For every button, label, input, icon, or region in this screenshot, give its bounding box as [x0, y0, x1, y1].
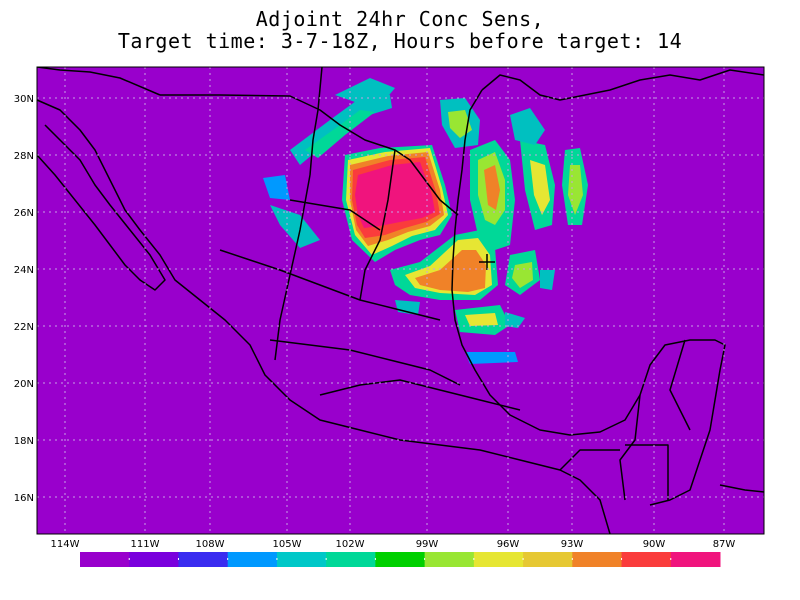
contour-green-east2 [568, 165, 583, 215]
state-border-2 [359, 149, 396, 301]
colorbar-swatch [326, 552, 376, 567]
colorbar-swatch [227, 552, 278, 567]
us-mexico-border [160, 94, 459, 216]
honduras-coast [719, 484, 764, 493]
contour-blue-s4 [465, 352, 518, 364]
guatemala-border [625, 444, 669, 500]
lon-axis: 114W 111W 108W 105W 102W 99W 96W 93W 90W… [51, 539, 736, 550]
lon-label: 96W [497, 539, 520, 550]
colorbar-swatch [80, 552, 130, 567]
colorbar-swatch [473, 552, 524, 567]
colorbar-swatch [276, 552, 327, 567]
lon-label: 93W [561, 539, 584, 550]
title-line-1: Adjoint 24hr Conc Sens, [255, 7, 545, 31]
state-border-1 [309, 67, 323, 176]
us-border-west [37, 67, 161, 96]
yucatan-states [669, 339, 691, 431]
lon-label: 99W [416, 539, 439, 550]
colorbar [80, 552, 721, 567]
colorbar-swatch [572, 552, 623, 567]
lon-label: 114W [51, 539, 80, 550]
lat-label: 20N [14, 379, 34, 390]
state-border-4 [274, 174, 311, 361]
lat-label: 30N [14, 94, 34, 105]
colorbar-swatch [670, 552, 721, 567]
gridlines [37, 67, 764, 534]
contour-orange-coast [484, 165, 500, 210]
contour-cyan-top [335, 78, 395, 102]
title-line-2: Target time: 3-7-18Z, Hours before targe… [117, 29, 683, 53]
contour-cyan-ne [510, 108, 545, 145]
contour-cyan-s5 [505, 312, 525, 328]
contour-cyan-w [270, 205, 320, 248]
contour-orange-south [415, 250, 486, 292]
colorbar-swatch [178, 552, 229, 567]
state-border-6 [269, 339, 461, 386]
lon-label: 102W [336, 539, 365, 550]
contour-teal-nw [305, 110, 375, 158]
lon-label: 111W [131, 539, 160, 550]
border-south-1 [559, 449, 620, 471]
contour-yellow-east1 [530, 160, 550, 215]
lon-label: 108W [196, 539, 225, 550]
lon-label: 90W [643, 539, 666, 550]
contour-cyan-se [540, 270, 555, 290]
colorbar-swatch [621, 552, 672, 567]
map-boundaries [37, 67, 764, 534]
lat-label: 24N [14, 265, 34, 276]
lat-label: 28N [14, 151, 34, 162]
lon-label: 87W [713, 539, 736, 550]
lat-label: 22N [14, 322, 34, 333]
colorbar-swatch [375, 552, 426, 567]
target-marker [479, 254, 495, 270]
plot-frame [36, 66, 765, 535]
contour-yellow-s2 [465, 313, 498, 326]
contour-blue-w [263, 175, 290, 200]
lat-label: 26N [14, 208, 34, 219]
colorbar-swatch [424, 552, 475, 567]
state-border-7 [319, 379, 521, 411]
colorbar-swatch [129, 552, 179, 567]
yucatan-border [619, 394, 641, 501]
us-gulf-coast [481, 69, 764, 101]
colorbar-swatch [523, 552, 573, 567]
chart-title: Adjoint 24hr Conc Sens, Target time: 3-7… [0, 8, 800, 52]
lon-label: 105W [273, 539, 302, 550]
lat-label: 16N [14, 493, 34, 504]
pacific-coast [37, 99, 611, 534]
sensitivity-contours [263, 78, 588, 364]
gulf-coast [451, 89, 726, 506]
contour-cyan-s3 [395, 300, 420, 315]
lat-label: 18N [14, 436, 34, 447]
state-border-5 [219, 249, 441, 321]
lat-axis: 30N 28N 26N 24N 22N 20N 18N 16N [14, 94, 34, 504]
